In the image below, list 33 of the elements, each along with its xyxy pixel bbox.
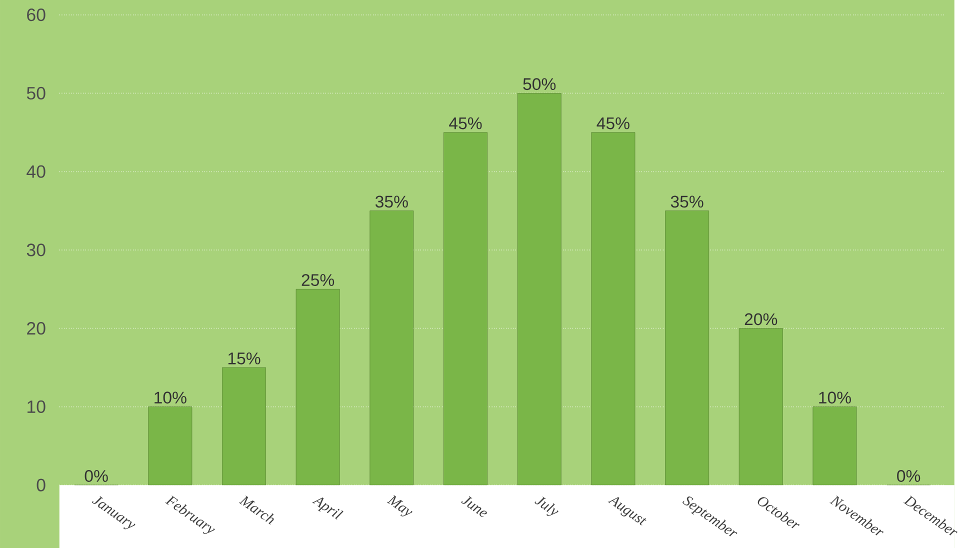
data-label: 25%	[302, 274, 334, 286]
bar	[444, 132, 488, 485]
data-label: 45%	[596, 117, 630, 130]
data-label: 45%	[449, 117, 482, 130]
data-label: 0%	[84, 470, 108, 482]
x-tick-label: June	[461, 496, 487, 517]
bar	[296, 288, 340, 485]
x-tick-label: May	[386, 494, 412, 516]
x-tick-label: April	[312, 497, 344, 520]
y-tick-label: 60	[27, 8, 46, 21]
data-label: 15%	[228, 352, 260, 364]
y-tick-label: 10	[28, 400, 46, 413]
data-label: 35%	[375, 195, 408, 208]
data-label: 0%	[897, 470, 920, 482]
data-label: 35%	[670, 195, 704, 208]
bar	[665, 210, 709, 485]
data-label: 10%	[154, 391, 186, 404]
bar	[148, 406, 192, 485]
bar	[591, 132, 635, 485]
y-tick-label: 30	[26, 243, 46, 256]
bar	[222, 367, 266, 485]
data-label: 20%	[744, 313, 778, 325]
x-tick-label: July	[534, 496, 558, 516]
y-tick-label: 20	[27, 322, 46, 334]
bar	[812, 406, 857, 485]
y-tick-label: 0	[36, 478, 46, 492]
y-tick-label: 40	[26, 165, 46, 178]
bar	[370, 210, 414, 485]
data-label: 50%	[523, 78, 556, 90]
bar	[518, 92, 562, 485]
bar	[739, 328, 783, 485]
data-label: 10%	[819, 391, 851, 404]
y-tick-label: 50	[26, 86, 46, 100]
